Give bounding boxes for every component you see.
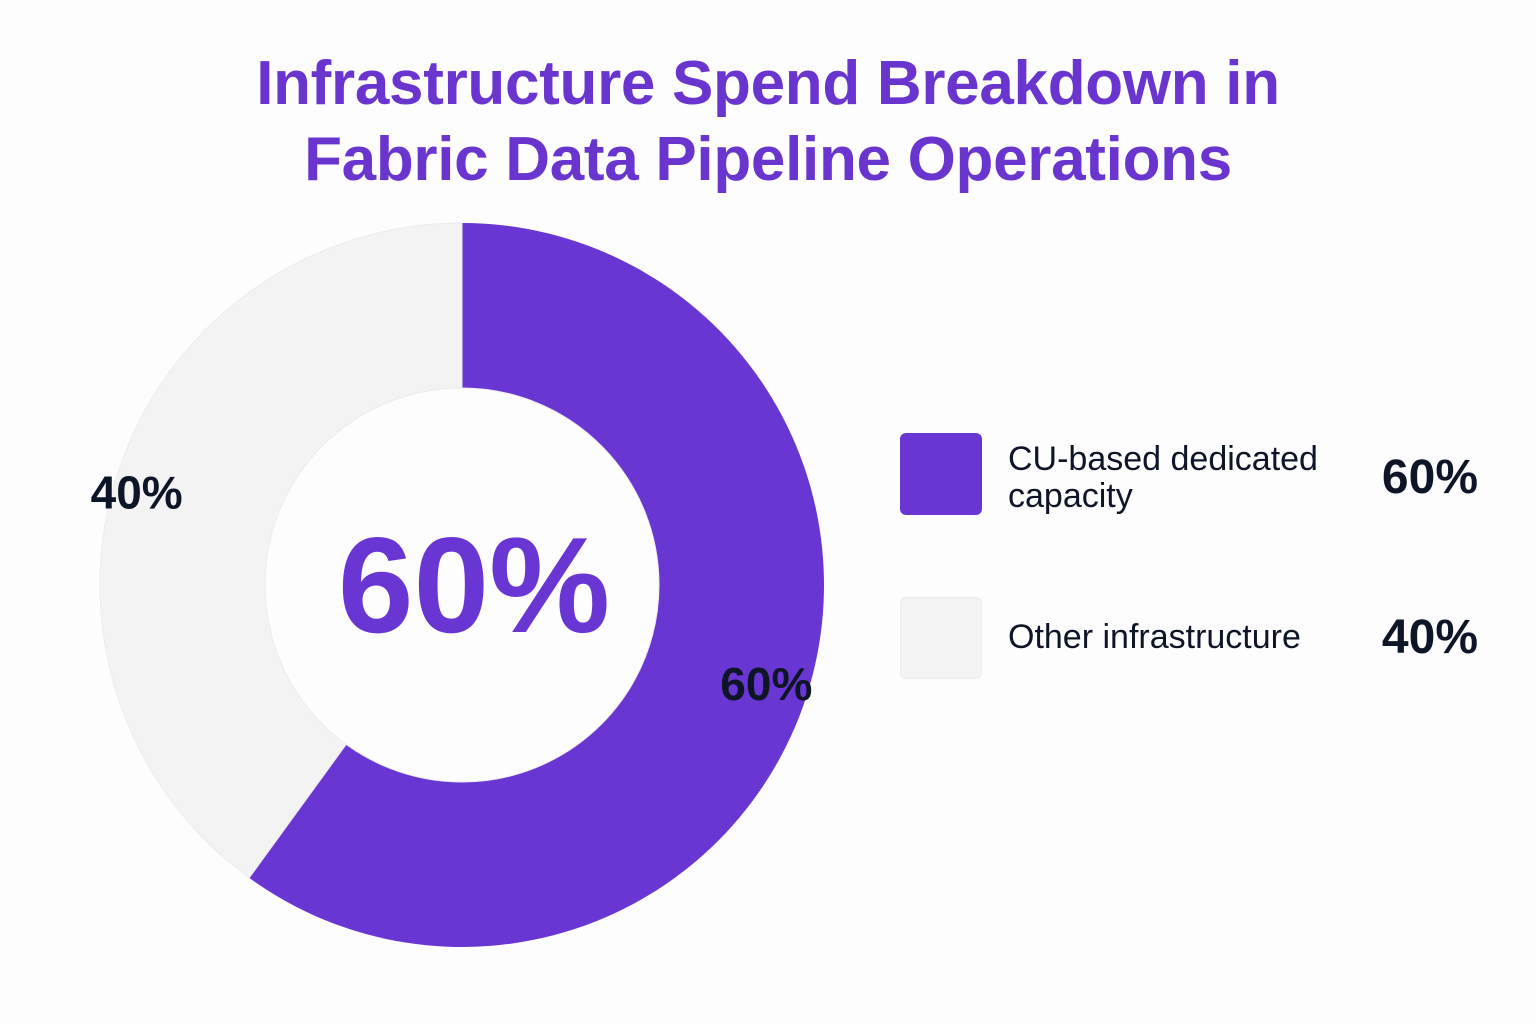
legend-value-other-infrastructure: 40% xyxy=(1381,611,1478,664)
donut-hole xyxy=(264,387,660,783)
slice-label-cu-capacity: 60% xyxy=(720,658,812,710)
legend-value-cu-capacity: 60% xyxy=(1381,451,1478,504)
center-percentage-label: 60% xyxy=(338,509,610,661)
legend-item-cu-capacity: CU-based dedicated capacity 60% xyxy=(900,433,1500,517)
legend-label-other-infrastructure: Other infrastructure xyxy=(1008,618,1301,656)
chart-title: Infrastructure Spend Breakdown in Fabric… xyxy=(0,46,1536,198)
donut-slice-cu-capacity xyxy=(249,223,824,947)
legend-item-other-infrastructure: Other infrastructure 40% xyxy=(900,597,1500,681)
legend-swatch-other-infrastructure xyxy=(900,597,982,679)
chart-title-line-1: Infrastructure Spend Breakdown in xyxy=(256,49,1280,118)
legend-label-cu-capacity: CU-based dedicated capacity xyxy=(1008,440,1318,515)
slice-label-other-infrastructure: 40% xyxy=(91,466,183,518)
chart-title-line-2: Fabric Data Pipeline Operations xyxy=(304,125,1232,194)
legend-swatch-cu-capacity xyxy=(900,433,982,515)
